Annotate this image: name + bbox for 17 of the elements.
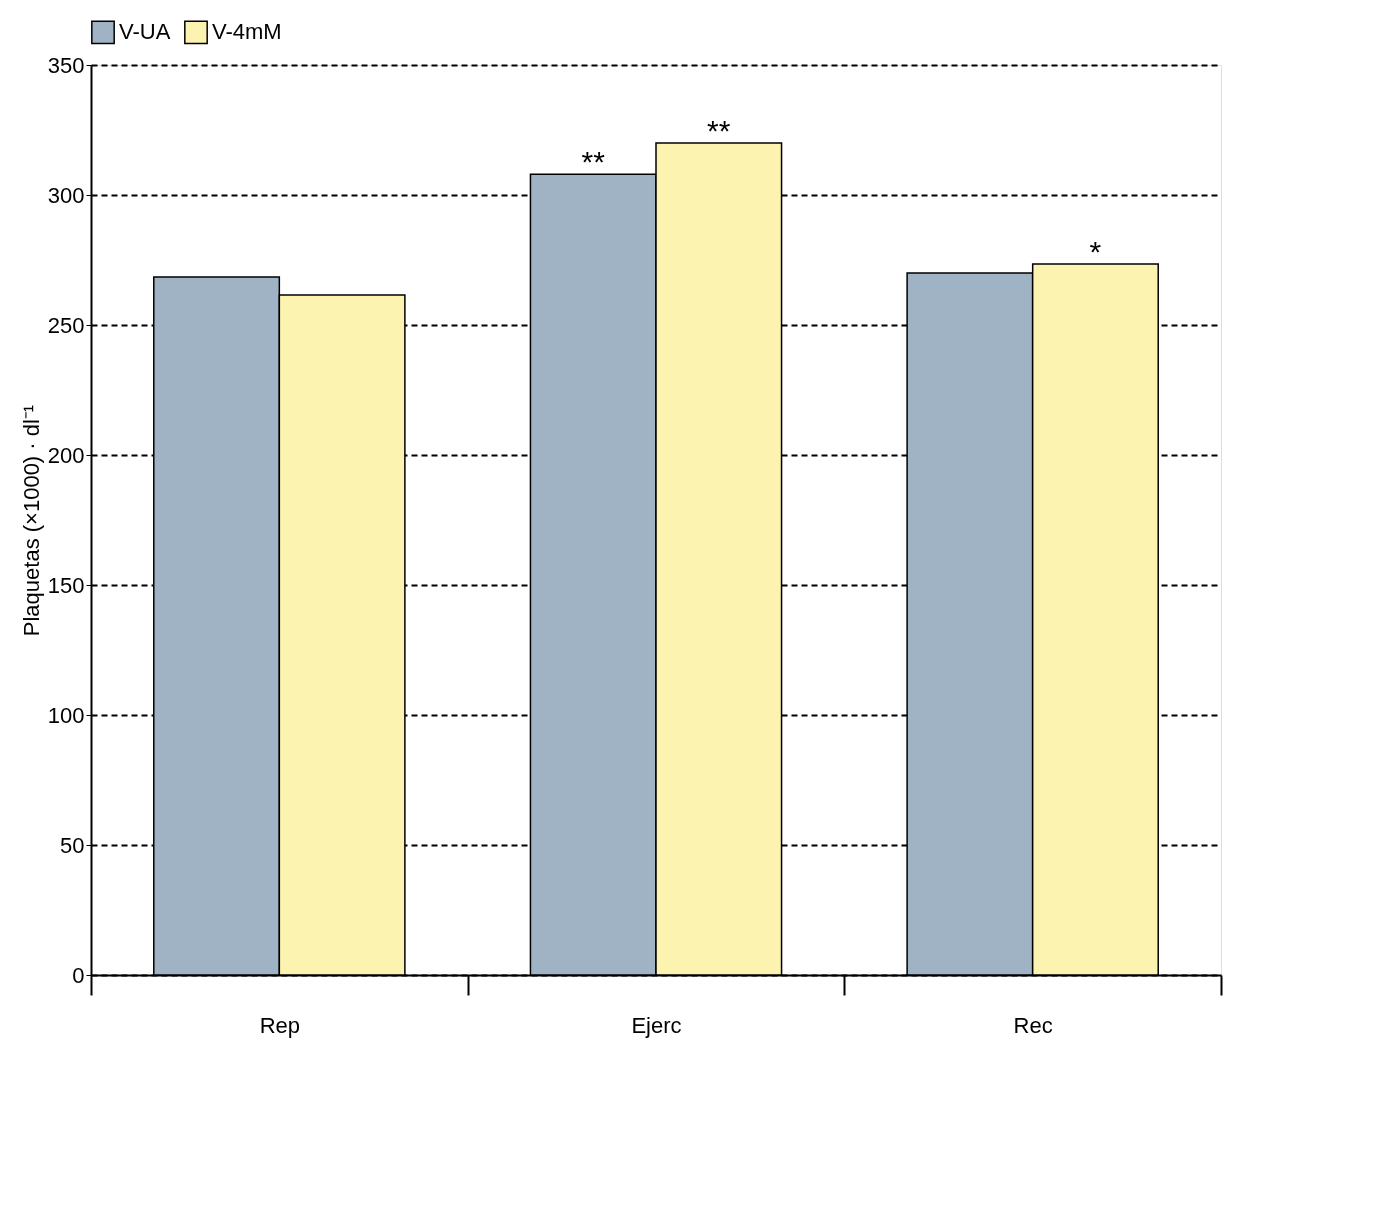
y-tick-label: 100 (47, 702, 85, 728)
y-tick-label: 50 (60, 832, 85, 858)
x-tick-label: Rep (259, 1012, 301, 1038)
annotation: ** (707, 114, 731, 147)
y-tick-label: 150 (47, 572, 85, 598)
x-tick-label: Ejerc (631, 1012, 682, 1038)
annotation: * (1089, 234, 1102, 268)
y-axis-title: Plaquetas (×1000) · dl⁻¹ (18, 404, 44, 637)
y-tick-label: 250 (47, 312, 85, 338)
y-tick-label: 200 (47, 442, 85, 468)
legend-label: V-4mM (212, 19, 282, 45)
y-tick-label: 300 (47, 182, 85, 208)
y-tick-label: 350 (47, 52, 85, 78)
legend-label: V-UA (119, 19, 171, 45)
y-tick-label: 0 (72, 962, 85, 988)
annotation: ** (581, 145, 606, 179)
x-tick-label: Rec (1013, 1012, 1053, 1038)
